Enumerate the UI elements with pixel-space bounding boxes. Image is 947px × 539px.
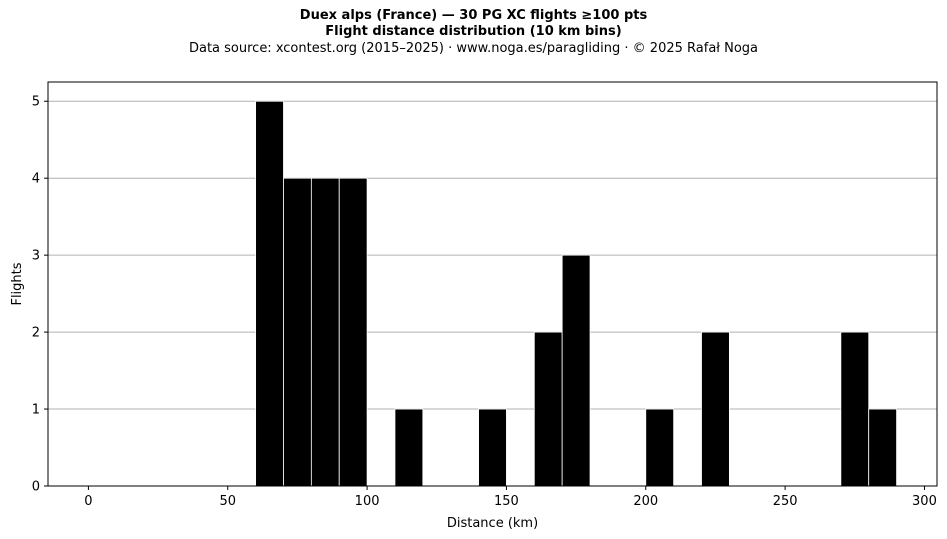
histogram-bar <box>255 100 284 487</box>
x-tick-label: 150 <box>494 494 519 509</box>
grid-lines <box>48 100 937 410</box>
y-tick-label: 5 <box>32 95 40 110</box>
histogram-bar <box>478 408 507 487</box>
y-tick-label: 0 <box>32 480 40 495</box>
x-axis: 0 50 100 150 200 250 300 <box>84 486 937 509</box>
x-tick-label: 250 <box>773 494 798 509</box>
histogram-bar <box>645 408 675 487</box>
y-tick-label: 1 <box>32 403 40 418</box>
y-axis: 0 1 2 3 4 5 <box>32 95 48 495</box>
chart-titles: Duex alps (France) — 30 PG XC flights ≥1… <box>0 8 947 57</box>
histogram-bar <box>701 331 730 487</box>
histogram-bar <box>868 408 897 487</box>
plot-frame <box>47 81 938 487</box>
x-tick-label: 300 <box>912 494 937 509</box>
y-tick-label: 2 <box>32 326 40 341</box>
x-axis-label: Distance (km) <box>447 516 538 531</box>
x-tick-label: 50 <box>219 494 236 509</box>
y-tick-label: 3 <box>32 249 40 264</box>
histogram-bar <box>561 254 591 487</box>
histogram-bar <box>338 177 368 487</box>
x-tick-label: 200 <box>633 494 658 509</box>
histogram-bar <box>394 408 424 487</box>
x-tick-label: 100 <box>355 494 380 509</box>
histogram-bar <box>533 331 563 487</box>
chart-subtitle: Flight distance distribution (10 km bins… <box>325 24 622 39</box>
chart-title: Duex alps (France) — 30 PG XC flights ≥1… <box>299 8 648 23</box>
histogram-bars <box>255 100 897 487</box>
histogram-bar <box>283 177 312 487</box>
x-tick-label: 0 <box>84 494 92 509</box>
histogram-bar <box>310 177 340 487</box>
y-axis-label: Flights <box>10 262 25 305</box>
chart-source-note: Data source: xcontest.org (2015–2025) · … <box>188 41 759 56</box>
histogram-bar <box>840 331 870 487</box>
y-tick-label: 4 <box>32 172 40 187</box>
